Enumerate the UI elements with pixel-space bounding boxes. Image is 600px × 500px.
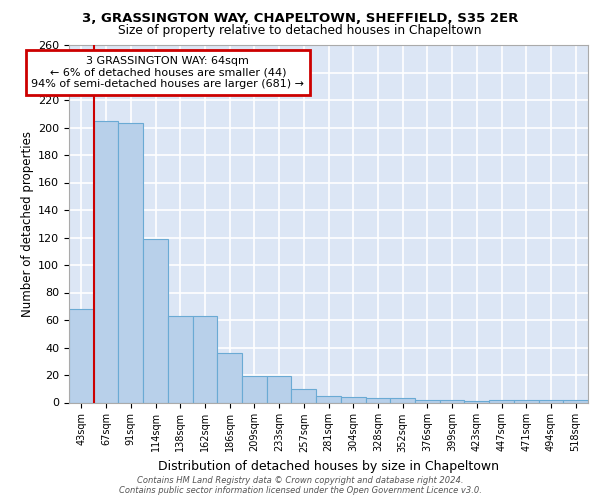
Bar: [118, 124, 143, 402]
Bar: [94, 120, 118, 402]
Bar: [217, 353, 242, 403]
Bar: [539, 400, 563, 402]
Bar: [267, 376, 292, 402]
Bar: [341, 397, 365, 402]
Bar: [292, 389, 316, 402]
Y-axis label: Number of detached properties: Number of detached properties: [21, 130, 34, 317]
Bar: [193, 316, 217, 402]
Text: 3 GRASSINGTON WAY: 64sqm
← 6% of detached houses are smaller (44)
94% of semi-de: 3 GRASSINGTON WAY: 64sqm ← 6% of detache…: [31, 56, 304, 89]
Bar: [440, 400, 464, 402]
Text: Size of property relative to detached houses in Chapeltown: Size of property relative to detached ho…: [118, 24, 482, 37]
Bar: [489, 400, 514, 402]
Bar: [69, 309, 94, 402]
Bar: [464, 401, 489, 402]
Bar: [143, 239, 168, 402]
X-axis label: Distribution of detached houses by size in Chapeltown: Distribution of detached houses by size …: [158, 460, 499, 473]
Bar: [242, 376, 267, 402]
Bar: [415, 400, 440, 402]
Bar: [514, 400, 539, 402]
Text: 3, GRASSINGTON WAY, CHAPELTOWN, SHEFFIELD, S35 2ER: 3, GRASSINGTON WAY, CHAPELTOWN, SHEFFIEL…: [82, 12, 518, 26]
Bar: [390, 398, 415, 402]
Bar: [316, 396, 341, 402]
Bar: [168, 316, 193, 402]
Text: Contains HM Land Registry data © Crown copyright and database right 2024.
Contai: Contains HM Land Registry data © Crown c…: [119, 476, 481, 495]
Bar: [563, 400, 588, 402]
Bar: [365, 398, 390, 402]
